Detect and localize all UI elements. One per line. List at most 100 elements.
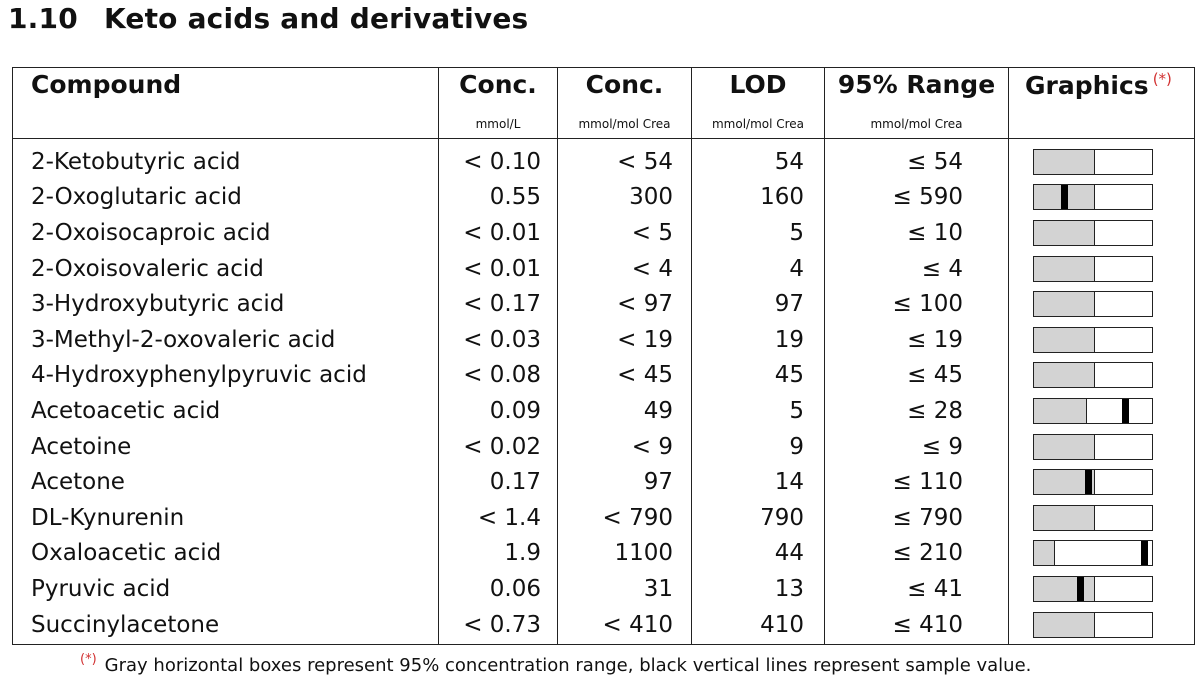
conc-mmol-mol: < 790 (557, 499, 692, 536)
conc-mmol-l: 0.55 (438, 179, 558, 216)
graphic-cell (1008, 428, 1195, 465)
graphic-cell (1008, 606, 1195, 645)
range-bar (1033, 184, 1153, 211)
table-header: Compound Conc. Conc. LOD 95% Range Graph… (12, 67, 1195, 139)
compound-name: 2-Oxoisocaproic acid (31, 219, 271, 246)
range-box (1034, 256, 1095, 281)
graphic-cell (1008, 179, 1195, 216)
header-conc-mmol-mol-unit: mmol/mol Crea (557, 110, 692, 139)
conc-mmol-mol: < 19 (557, 321, 692, 358)
range-value: ≤ 590 (824, 179, 1009, 216)
range-box (1034, 541, 1055, 566)
compound-name: Acetoacetic acid (31, 397, 221, 424)
graphic-cell (1008, 571, 1195, 607)
range-value: ≤ 28 (824, 393, 1009, 429)
range-box (1034, 363, 1095, 388)
table-row: DL-Kynurenin < 1.4 < 790 790 ≤ 790 (13, 499, 1195, 536)
sample-marker (1077, 576, 1084, 601)
table-row: 4-Hydroxyphenylpyruvic acid < 0.08 < 45 45 ≤… (13, 357, 1195, 394)
results-table: Compound Conc. Conc. LOD 95% Range Graph… (12, 67, 1195, 646)
lod-value: 160 (691, 179, 825, 216)
section-number: 1.10 (8, 2, 78, 35)
table-row: 2-Ketobutyric acid < 0.10 < 54 54 ≤ 54 (13, 144, 1195, 180)
graphic-cell (1008, 464, 1195, 500)
compound-name: 2-Oxoglutaric acid (31, 184, 242, 211)
sample-marker (1122, 398, 1129, 423)
compound-name: Pyruvic acid (31, 575, 171, 602)
range-box (1034, 220, 1095, 245)
range-bar (1033, 291, 1153, 318)
conc-mmol-mol: < 9 (557, 428, 692, 465)
footnote: (*) Gray horizontal boxes represent 95% c… (80, 652, 1031, 676)
range-bar (1033, 219, 1153, 246)
range-bar (1033, 504, 1153, 531)
range-bar (1033, 575, 1153, 602)
table-row: Succinylacetone < 0.73 < 410 410 ≤ 410 (13, 606, 1195, 645)
header-conc-mmol-l: Conc. (438, 67, 558, 110)
range-bar (1033, 540, 1153, 567)
range-value: ≤ 9 (824, 428, 1009, 465)
header-conc-mmol-mol: Conc. (557, 67, 692, 110)
range-box (1034, 292, 1095, 317)
table-row: Acetoacetic acid 0.09 49 5 ≤ 28 (13, 393, 1195, 429)
conc-mmol-l: < 0.02 (438, 428, 558, 465)
table-row: 2-Oxoglutaric acid 0.55 300 160 ≤ 590 (13, 179, 1195, 216)
compound-name: 4-Hydroxyphenylpyruvic acid (31, 362, 367, 389)
range-bar (1033, 397, 1153, 424)
section-heading: Keto acids and derivatives (104, 2, 529, 35)
compound-name: Oxaloacetic acid (31, 540, 222, 567)
lod-value: 410 (691, 606, 825, 645)
conc-mmol-mol: 97 (557, 464, 692, 500)
header-graphics-footnote-mark: (*) (1152, 70, 1172, 88)
header-graphics-label: Graphics (1025, 71, 1149, 100)
range-bar (1033, 255, 1153, 282)
compound-name: 3-Methyl-2-oxovaleric acid (31, 326, 336, 353)
range-box (1034, 505, 1095, 530)
compound-name: 3-Hydroxybutyric acid (31, 291, 285, 318)
graphic-cell (1008, 321, 1195, 358)
conc-mmol-l: < 0.73 (438, 606, 558, 645)
range-box (1034, 327, 1095, 352)
range-value: ≤ 41 (824, 571, 1009, 607)
conc-mmol-l: < 1.4 (438, 499, 558, 536)
conc-mmol-mol: 49 (557, 393, 692, 429)
graphic-cell (1008, 215, 1195, 251)
graphic-cell (1008, 393, 1195, 429)
conc-mmol-l: < 0.01 (438, 215, 558, 251)
sample-marker (1141, 541, 1148, 566)
conc-mmol-mol: < 410 (557, 606, 692, 645)
lod-value: 5 (691, 393, 825, 429)
conc-mmol-mol: < 97 (557, 286, 692, 322)
conc-mmol-mol: < 5 (557, 215, 692, 251)
header-graphics-unit (1008, 110, 1195, 139)
conc-mmol-l: < 0.03 (438, 321, 558, 358)
range-value: ≤ 54 (824, 144, 1009, 180)
range-box (1034, 470, 1095, 495)
compound-name: 2-Oxoisovaleric acid (31, 255, 264, 282)
conc-mmol-l: < 0.08 (438, 357, 558, 394)
range-value: ≤ 45 (824, 357, 1009, 394)
conc-mmol-l: 1.9 (438, 535, 558, 572)
compound-name: Acetone (31, 469, 125, 496)
table-row: Oxaloacetic acid 1.9 1100 44 ≤ 210 (13, 535, 1195, 572)
range-value: ≤ 210 (824, 535, 1009, 572)
range-value: ≤ 100 (824, 286, 1009, 322)
range-value: ≤ 19 (824, 321, 1009, 358)
range-box (1034, 434, 1095, 459)
lod-value: 97 (691, 286, 825, 322)
sample-marker (1061, 185, 1068, 210)
range-bar (1033, 469, 1153, 496)
header-range: 95% Range (824, 67, 1009, 110)
graphic-cell (1008, 250, 1195, 287)
lod-value: 19 (691, 321, 825, 358)
conc-mmol-mol: < 54 (557, 144, 692, 180)
table-row: Acetoine < 0.02 < 9 9 ≤ 9 (13, 428, 1195, 465)
conc-mmol-l: 0.09 (438, 393, 558, 429)
lod-value: 44 (691, 535, 825, 572)
conc-mmol-mol: < 4 (557, 250, 692, 287)
conc-mmol-l: < 0.10 (438, 144, 558, 180)
section-title: 1.10 Keto acids and derivatives (8, 2, 528, 35)
lod-value: 5 (691, 215, 825, 251)
range-box (1034, 576, 1095, 601)
header-range-unit: mmol/mol Crea (824, 110, 1009, 139)
